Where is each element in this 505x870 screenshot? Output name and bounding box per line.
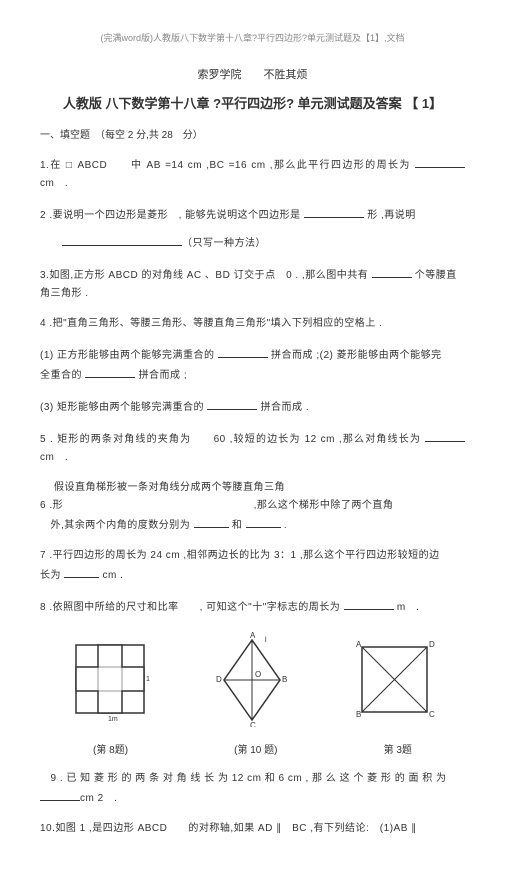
q6-line1: 假设直角梯形被一条对角线分成两个等腰直角三角 [40,479,465,497]
question-10: 10.如图 1 ,是四边形 ABCD 的对称轴,如果 AD ∥ BC ,有下列结… [40,820,465,838]
question-4-3: (3) 矩形能够由两个能够完满重合的 拼合而成 . [40,397,465,417]
svg-text:D: D [216,675,222,684]
q2-text: 2 .要说明一个四边形是菱形 , 能够先说明这个四边形是 [40,210,304,221]
q6-pre: 假设直角梯形被一条对角线分成两个等腰直角三角 [54,482,285,493]
q3-line2: 角三角形 . [40,285,465,303]
svg-text:1m: 1m [108,716,118,722]
blank [64,565,99,578]
blank [218,345,268,358]
q8-suffix: m . [394,602,420,613]
q6-l2-suf: . [281,520,288,531]
blank [246,515,281,528]
svg-text:A: A [250,632,256,640]
q7-l2-pre: 长为 [40,570,64,581]
svg-text:B: B [282,675,287,684]
blank [304,205,364,218]
q4-3-suffix: 拼合而成 . [257,402,309,413]
q6-l2-pre: 外,其余两个内角的度数分别为 [40,520,194,531]
fig3-label: 第 3题 [384,742,412,760]
blank [194,515,229,528]
q6-line1b: 6 .形 ,那么这个梯形中除了两个直角 [40,497,465,515]
q7-line2: 长为 cm . [40,565,465,585]
q1-text: 1.在 □ ABCD 中 AB =14 cm ,BC =16 cm ,那么此平行… [40,160,415,171]
q4-3-text: (3) 矩形能够由两个能够完满重合的 [40,402,207,413]
question-4: 4 .把"直角三角形、等腰三角形、等腰直角三角形"填入下列相应的空格上 . [40,315,465,333]
svg-text:A: A [356,640,362,649]
q6-pre2: 6 .形 [40,500,74,511]
fig8-label: (第 8题) [93,742,128,760]
q6-mid: ,那么这个梯形中除了两个直角 [254,500,394,511]
svg-text:B: B [356,710,361,719]
blank [85,365,135,378]
q8-text: 8 .依照图中所给的尺寸和比率 , 可知这个"十"字标志的周长为 [40,602,344,613]
q3-suffix: 个等腰直 [412,270,457,281]
svg-text:O: O [255,670,261,679]
figure-rhombus: A B C D O l [210,632,295,727]
blank [62,233,182,246]
q4-1-text: (1) 正方形能够由两个能够完满重合的 [40,350,218,361]
q2-line2: （只写一种方法） [40,233,465,253]
q3-text: 3.如图,正方形 ABCD 的对角线 AC 、BD 订交于点 0 . ,那么图中… [40,270,372,281]
blank [372,265,412,278]
svg-text:l: l [265,637,267,644]
figure-cross: 1m 1 [68,637,153,722]
q5-text: 5 . 矩形的两条对角线的夹角为 60 ,较短的边长为 12 cm ,那么对角线… [40,434,425,445]
q2-suffix: 形 ,再说明 [364,210,416,221]
question-8: 8 .依照图中所给的尺寸和比率 , 可知这个"十"字标志的周长为 m . [40,597,465,617]
q9-l2-suf: cm 2 . [80,793,117,804]
blank [207,397,257,410]
section-heading: 一、填空题 （每空 2 分,共 28 分） [40,127,465,145]
figure-labels: (第 8题) (第 10 题) 第 3题 [40,742,465,760]
svg-text:C: C [429,710,435,719]
q1-suffix: cm . [40,178,68,189]
blank [415,155,465,168]
svg-text:1: 1 [146,676,150,683]
figures-row: 1m 1 A B C D O l A D B C [40,632,465,727]
q9-line2: cm 2 . [40,788,465,808]
question-2: 2 .要说明一个四边形是菱形 , 能够先说明这个四边形是 形 ,再说明 （只写一… [40,205,465,253]
svg-text:C: C [250,721,256,727]
question-7: 7 .平行四边形的周长为 24 cm ,相邻两边长的比为 3：1 ,那么这个平行… [40,547,465,585]
school-name: 索罗学院 不胜其烦 [40,66,465,86]
page-header: (完满word版)人教版八下数学第十八章?平行四边形?单元测试题及【1】,文档 [40,30,465,46]
q4-1-l2-pre: 全重合的 [40,370,85,381]
page-title: 人教版 八下数学第十八章 ?平行四边形? 单元测试题及答案 【 1】 [40,92,465,115]
q6-l2-mid: 和 [229,520,246,531]
blank [40,788,80,801]
q7-l2-suf: cm . [99,570,123,581]
q6-line2: 外,其余两个内角的度数分别为 和 . [40,515,465,535]
q4-1-line2: 全重合的 拼合而成 ; [40,365,465,385]
q5-suffix: cm . [40,452,68,463]
question-3: 3.如图,正方形 ABCD 的对角线 AC 、BD 订交于点 0 . ,那么图中… [40,265,465,303]
question-6: 假设直角梯形被一条对角线分成两个等腰直角三角 6 .形 ,那么这个梯形中除了两个… [40,479,465,535]
question-1: 1.在 □ ABCD 中 AB =14 cm ,BC =16 cm ,那么此平行… [40,155,465,193]
q4-1-l2-suf: 拼合而成 ; [135,370,187,381]
q2-note: （只写一种方法） [182,238,266,249]
q4-1-mid: 拼合而成 ;(2) 菱形能够由两个能够完 [268,350,442,361]
question-9: 9 . 已 知 菱 形 的 两 条 对 角 线 长 为 12 cm 和 6 cm… [40,770,465,808]
blank [425,429,465,442]
question-4-1: (1) 正方形能够由两个能够完满重合的 拼合而成 ;(2) 菱形能够由两个能够完… [40,345,465,385]
fig10-label: (第 10 题) [234,742,277,760]
blank [344,597,394,610]
question-5: 5 . 矩形的两条对角线的夹角为 60 ,较短的边长为 12 cm ,那么对角线… [40,429,465,467]
q9-text: 9 . 已 知 菱 形 的 两 条 对 角 线 长 为 12 cm 和 6 cm… [40,773,447,784]
svg-text:D: D [429,640,435,649]
q7-text: 7 .平行四边形的周长为 24 cm ,相邻两边长的比为 3：1 ,那么这个平行… [40,550,440,561]
figure-square: A D B C [352,637,437,722]
